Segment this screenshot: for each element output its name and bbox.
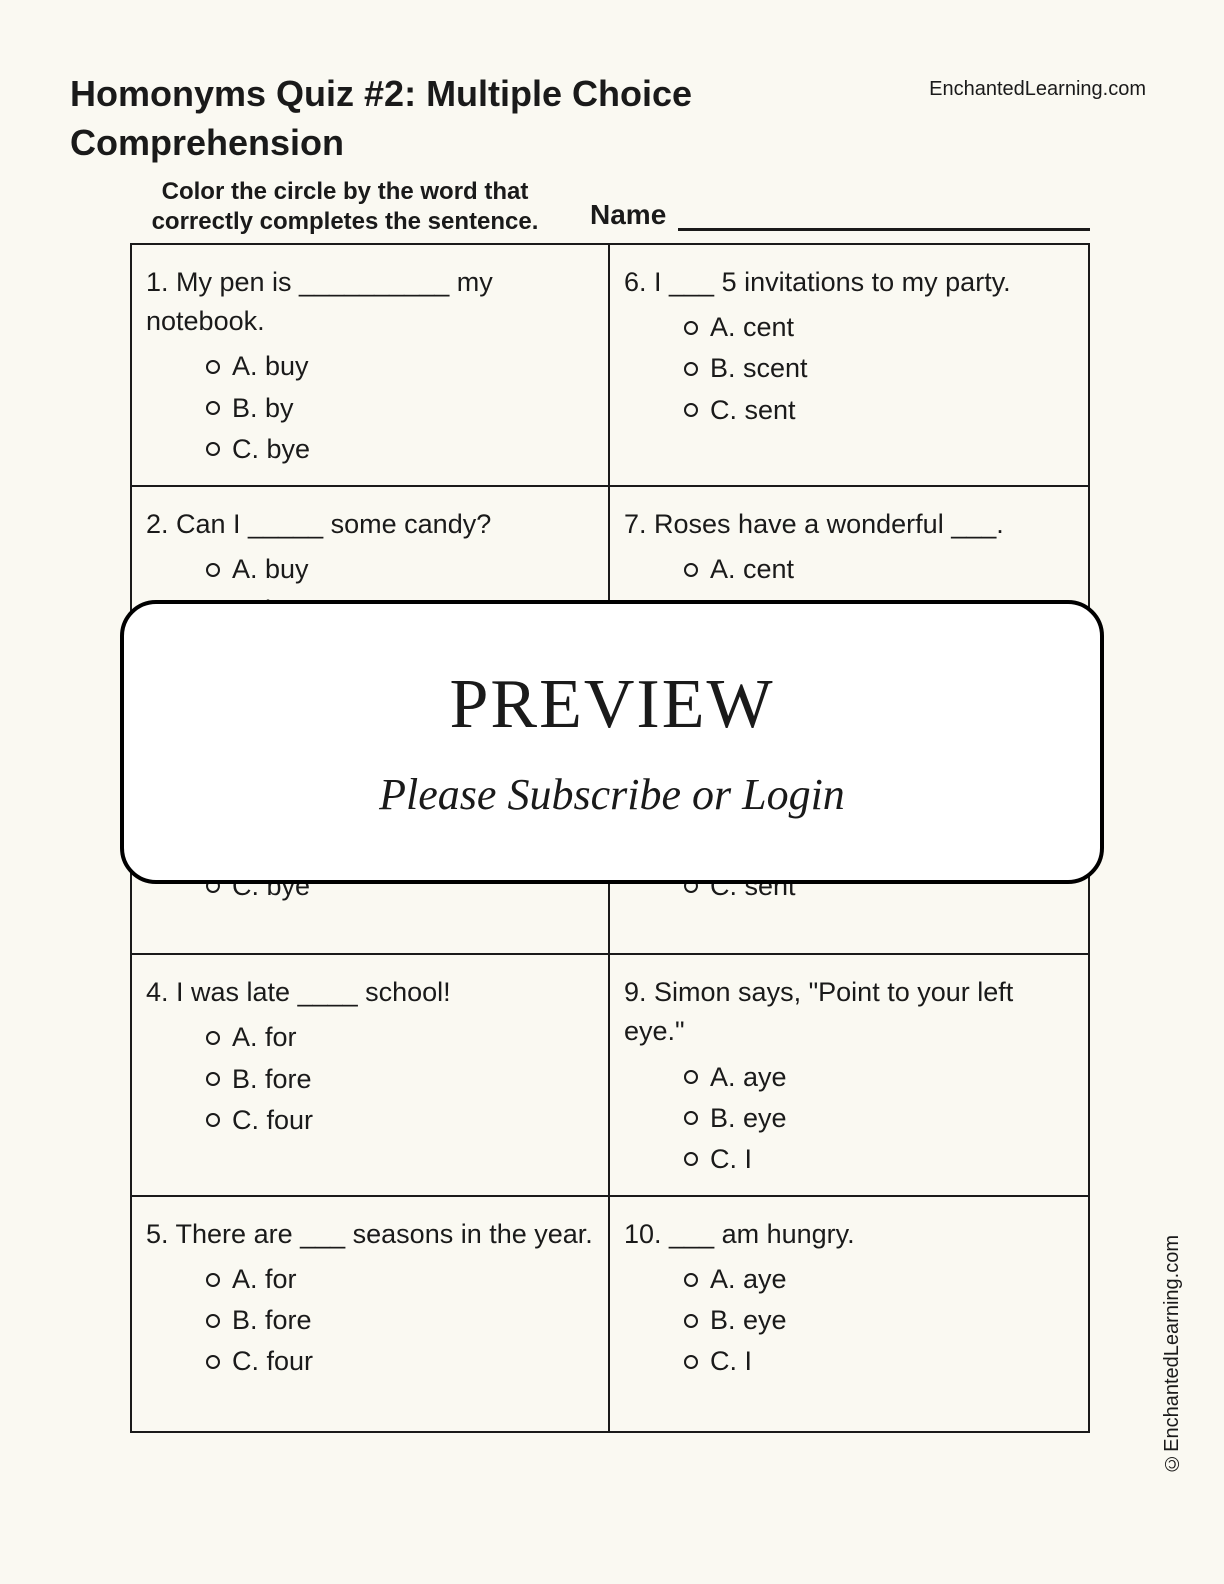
choice-label: C. I	[710, 1140, 752, 1179]
instruction-text: Color the circle by the word that correc…	[130, 177, 560, 237]
choice-bubble[interactable]	[206, 401, 220, 415]
choice-list: A. ayeB. eyeC. I	[684, 1058, 1074, 1179]
choice-label: C. sent	[710, 391, 796, 430]
choice-item: B. fore	[206, 1301, 594, 1340]
choice-label: A. aye	[710, 1260, 787, 1299]
choice-item: C. four	[206, 1342, 594, 1381]
choice-label: B. eye	[710, 1099, 787, 1138]
choice-list: A. forB. foreC. four	[206, 1260, 594, 1381]
question-text: 7. Roses have a wonderful ___.	[624, 505, 1074, 544]
choice-item: B. eye	[684, 1099, 1074, 1138]
choice-bubble[interactable]	[684, 1111, 698, 1125]
choice-label: B. fore	[232, 1301, 312, 1340]
question-text: 4. I was late ____ school!	[146, 973, 594, 1012]
choice-list: A. forB. foreC. four	[206, 1018, 594, 1139]
choice-list: A. ayeB. eyeC. I	[684, 1260, 1074, 1381]
choice-item: B. fore	[206, 1060, 594, 1099]
question-cell: 9. Simon says, "Point to your left eye."…	[610, 955, 1088, 1197]
choice-item: A. cent	[684, 550, 1074, 589]
question-cell: 4. I was late ____ school! A. forB. foreC…	[132, 955, 610, 1197]
choice-bubble[interactable]	[684, 1273, 698, 1287]
choice-item: A. aye	[684, 1260, 1074, 1299]
choice-item: C. I	[684, 1342, 1074, 1381]
choice-label: A. buy	[232, 347, 309, 386]
title-line-2: Comprehension	[70, 122, 344, 163]
question-cell: 5. There are ___ seasons in the year. A. …	[132, 1197, 610, 1431]
choice-item: A. for	[206, 1018, 594, 1057]
choice-bubble[interactable]	[206, 1113, 220, 1127]
choice-label: A. cent	[710, 308, 794, 347]
name-field: Name	[560, 199, 1090, 237]
choice-label: A. aye	[710, 1058, 787, 1097]
choice-list: A. buyB. byC. bye	[206, 347, 594, 468]
overlay-title: PREVIEW	[449, 665, 774, 745]
choice-label: A. cent	[710, 550, 794, 589]
site-link: EnchantedLearning.com	[929, 78, 1146, 101]
choice-label: B. by	[232, 389, 294, 428]
question-cell: 1. My pen is __________ my notebook.A. b…	[132, 245, 610, 487]
choice-label: B. fore	[232, 1060, 312, 1099]
preview-overlay: PREVIEW Please Subscribe or Login	[120, 600, 1104, 884]
choice-item: A. buy	[206, 550, 594, 589]
instruction-row: Color the circle by the word that correc…	[130, 177, 1090, 237]
choice-bubble[interactable]	[206, 360, 220, 374]
choice-item: C. bye	[206, 430, 594, 469]
choice-bubble[interactable]	[206, 1031, 220, 1045]
choice-label: A. buy	[232, 550, 309, 589]
choice-item: A. cent	[684, 308, 1074, 347]
choice-item: B. scent	[684, 349, 1074, 388]
name-label: Name	[590, 199, 666, 231]
question-cell: 10. ___ am hungry. A. ayeB. eyeC. I	[610, 1197, 1088, 1431]
choice-label: B. eye	[710, 1301, 787, 1340]
question-cell: 6. I ___ 5 invitations to my party. A. ce…	[610, 245, 1088, 487]
choice-bubble[interactable]	[206, 1355, 220, 1369]
choice-item: A. aye	[684, 1058, 1074, 1097]
choice-label: C. bye	[232, 430, 310, 469]
choice-item: A. buy	[206, 347, 594, 386]
name-input-line[interactable]	[678, 203, 1090, 231]
choice-bubble[interactable]	[206, 1273, 220, 1287]
choice-bubble[interactable]	[684, 403, 698, 417]
choice-bubble[interactable]	[684, 563, 698, 577]
copyright-side: ©EnchantedLearning.com	[1161, 1235, 1184, 1474]
choice-label: A. for	[232, 1260, 297, 1299]
question-text: 2. Can I _____ some candy?	[146, 505, 594, 544]
choice-item: C. four	[206, 1101, 594, 1140]
choice-bubble[interactable]	[684, 321, 698, 335]
choice-label: C. I	[710, 1342, 752, 1381]
question-text: 10. ___ am hungry.	[624, 1215, 1074, 1254]
choice-item: C. I	[684, 1140, 1074, 1179]
choice-label: B. scent	[710, 349, 808, 388]
choice-label: C. four	[232, 1101, 313, 1140]
choice-bubble[interactable]	[206, 563, 220, 577]
choice-item: B. by	[206, 389, 594, 428]
overlay-subtitle: Please Subscribe or Login	[379, 769, 845, 820]
choice-bubble[interactable]	[684, 362, 698, 376]
worksheet-page: EnchantedLearning.com Homonyms Quiz #2: …	[0, 0, 1224, 1584]
choice-bubble[interactable]	[206, 442, 220, 456]
choice-bubble[interactable]	[206, 1072, 220, 1086]
choice-bubble[interactable]	[684, 1152, 698, 1166]
choice-bubble[interactable]	[684, 1355, 698, 1369]
title-line-1: Homonyms Quiz #2: Multiple Choice	[70, 73, 692, 114]
choice-item: B. eye	[684, 1301, 1074, 1340]
choice-list: A. centB. scentC. sent	[684, 308, 1074, 429]
choice-bubble[interactable]	[684, 1314, 698, 1328]
question-text: 6. I ___ 5 invitations to my party.	[624, 263, 1074, 302]
choice-item: A. for	[206, 1260, 594, 1299]
choice-item: C. sent	[684, 391, 1074, 430]
choice-bubble[interactable]	[206, 1314, 220, 1328]
choice-bubble[interactable]	[684, 1070, 698, 1084]
choice-label: C. four	[232, 1342, 313, 1381]
question-text: 1. My pen is __________ my notebook.	[146, 263, 594, 341]
question-text: 5. There are ___ seasons in the year.	[146, 1215, 594, 1254]
question-text: 9. Simon says, "Point to your left eye."	[624, 973, 1074, 1051]
choice-label: A. for	[232, 1018, 297, 1057]
